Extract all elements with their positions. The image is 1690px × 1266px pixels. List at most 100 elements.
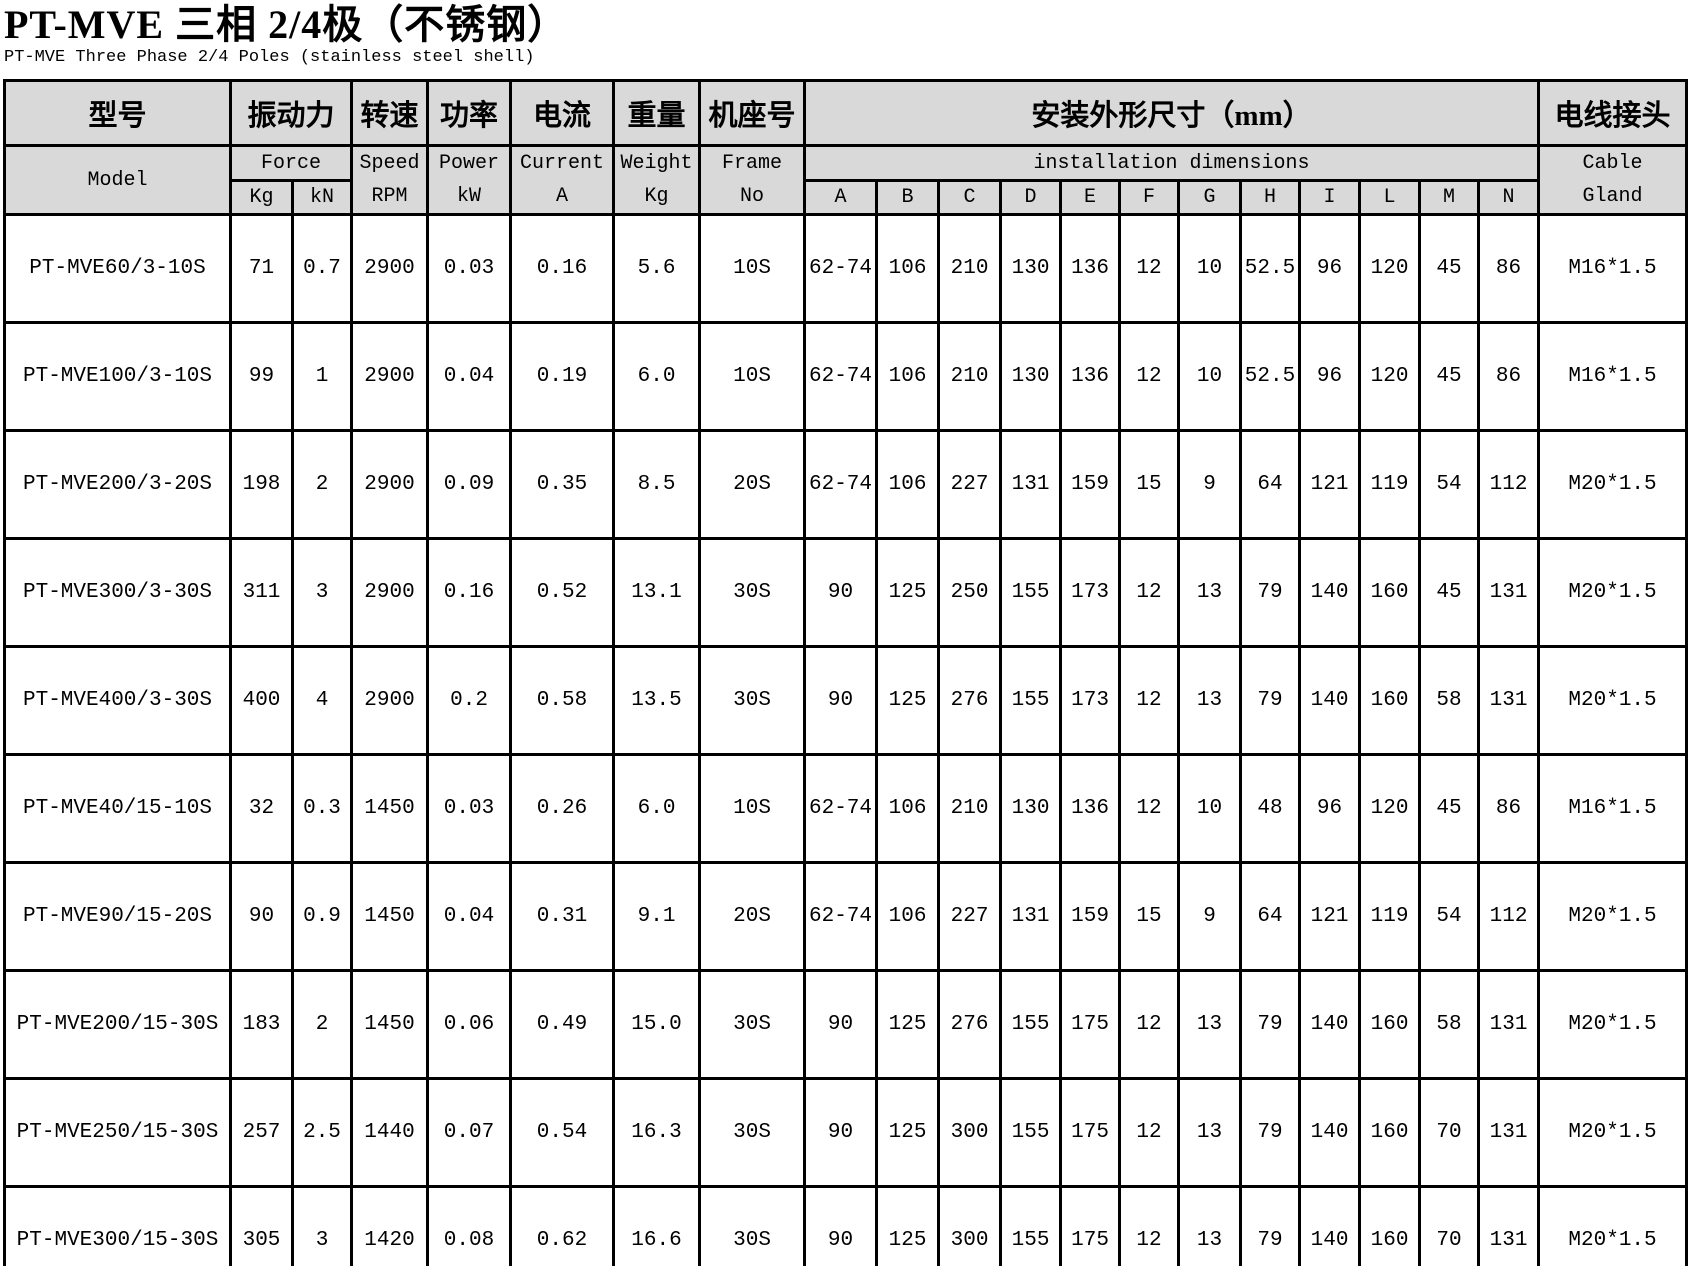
power-cell: 0.07 — [426, 1077, 513, 1188]
cable-gland-cell: M20*1.5 — [1537, 861, 1689, 972]
dim-e-cell: 175 — [1059, 1185, 1122, 1266]
dim-g-cell: 13 — [1177, 1077, 1243, 1188]
speed-cell: 2900 — [350, 213, 430, 324]
dim-a-cell: 62-74 — [803, 321, 879, 432]
header-force-kn-unit: kN — [290, 179, 354, 216]
dim-l-cell: 120 — [1358, 321, 1422, 432]
dim-b-cell: 125 — [875, 1077, 941, 1188]
dim-n-cell: 131 — [1477, 537, 1541, 648]
table-row: PT-MVE60/3-10S 71 0.7 2900 0.03 0.16 5.6 10S 62-… — [3, 213, 1689, 324]
speed-cell: 2900 — [350, 645, 430, 756]
header-force-en: Force — [228, 144, 354, 182]
table-row: PT-MVE250/15-30S 257 2.5 1440 0.07 0.54 16.3 30… — [3, 1077, 1689, 1188]
weight-cell: 15.0 — [612, 969, 702, 1080]
dim-d-cell: 155 — [999, 1185, 1063, 1266]
cable-gland-cell: M16*1.5 — [1537, 321, 1689, 432]
header-dim-e: E — [1059, 179, 1122, 216]
dim-b-cell: 125 — [875, 537, 941, 648]
header-power-label: Power — [439, 152, 500, 175]
dim-m-cell: 45 — [1418, 753, 1481, 864]
speed-cell: 1450 — [350, 753, 430, 864]
dim-c-cell: 227 — [937, 861, 1003, 972]
dim-g-cell: 13 — [1177, 537, 1243, 648]
dim-l-cell: 119 — [1358, 861, 1422, 972]
header-cable-en: Cable Gland — [1537, 144, 1689, 216]
header-dim-l: L — [1358, 179, 1422, 216]
dim-n-cell: 131 — [1477, 1185, 1541, 1266]
dim-c-cell: 276 — [937, 645, 1003, 756]
weight-cell: 6.0 — [612, 321, 702, 432]
dim-d-cell: 155 — [999, 645, 1063, 756]
header-power-cn: 功率 — [426, 79, 513, 147]
weight-cell: 16.6 — [612, 1185, 702, 1266]
current-cell: 0.35 — [509, 429, 616, 540]
force-kg-cell: 257 — [229, 1077, 294, 1188]
force-kg-cell: 32 — [229, 753, 294, 864]
header-dim-m: M — [1418, 179, 1481, 216]
force-kg-cell: 90 — [229, 861, 294, 972]
current-cell: 0.58 — [509, 645, 616, 756]
dim-d-cell: 130 — [999, 321, 1063, 432]
header-dimensions-en: installation dimensions — [803, 144, 1541, 182]
header-row-units: Kg kN A B C D E F G H I L M N — [5, 179, 1687, 216]
header-row-english: Model Force Speed RPM Power kW Current A… — [3, 144, 1689, 216]
dim-g-cell: 10 — [1177, 753, 1243, 864]
header-force-cn: 振动力 — [228, 79, 354, 147]
force-kn-cell: 4 — [290, 645, 354, 756]
dim-c-cell: 300 — [937, 1185, 1003, 1266]
dim-m-cell: 45 — [1418, 213, 1481, 324]
dim-e-cell: 136 — [1059, 753, 1122, 864]
model-cell: PT-MVE60/3-10S — [3, 213, 232, 324]
dim-i-cell: 140 — [1298, 537, 1362, 648]
dim-m-cell: 45 — [1418, 537, 1481, 648]
force-kg-cell: 183 — [229, 969, 294, 1080]
current-cell: 0.54 — [509, 1077, 616, 1188]
dim-l-cell: 120 — [1358, 753, 1422, 864]
dim-a-cell: 62-74 — [803, 861, 879, 972]
current-cell: 0.31 — [509, 861, 616, 972]
dim-b-cell: 106 — [875, 429, 941, 540]
dim-l-cell: 160 — [1358, 645, 1422, 756]
frame-cell: 30S — [698, 1185, 807, 1266]
force-kg-cell: 198 — [229, 429, 294, 540]
dim-f-cell: 12 — [1118, 213, 1181, 324]
model-cell: PT-MVE100/3-10S — [3, 321, 232, 432]
dim-a-cell: 90 — [803, 537, 879, 648]
header-dim-d: D — [999, 179, 1063, 216]
model-cell: PT-MVE300/15-30S — [3, 1185, 232, 1266]
dim-i-cell: 96 — [1298, 213, 1362, 324]
page-subtitle: PT-MVE Three Phase 2/4 Poles (stainless … — [4, 48, 535, 67]
dim-a-cell: 90 — [803, 969, 879, 1080]
table-row: PT-MVE200/15-30S 183 2 1450 0.06 0.49 15.0 30S 9… — [3, 969, 1689, 1080]
dim-e-cell: 159 — [1059, 861, 1122, 972]
dim-m-cell: 54 — [1418, 861, 1481, 972]
weight-cell: 6.0 — [612, 753, 702, 864]
dim-h-cell: 48 — [1239, 753, 1302, 864]
cable-gland-cell: M20*1.5 — [1537, 429, 1689, 540]
dim-c-cell: 210 — [937, 753, 1003, 864]
speed-cell: 1450 — [350, 861, 430, 972]
force-kn-cell: 2 — [290, 429, 354, 540]
header-dimensions-cn: 安装外形尺寸（mm） — [803, 79, 1541, 147]
speed-cell: 2900 — [350, 537, 430, 648]
dim-i-cell: 140 — [1298, 969, 1362, 1080]
force-kn-cell: 2.5 — [290, 1077, 354, 1188]
header-frame-unit: No — [740, 185, 765, 208]
force-kn-cell: 2 — [290, 969, 354, 1080]
dim-h-cell: 79 — [1239, 1185, 1302, 1266]
current-cell: 0.62 — [509, 1185, 616, 1266]
cable-gland-cell: M16*1.5 — [1537, 213, 1689, 324]
power-cell: 0.03 — [426, 753, 513, 864]
dim-f-cell: 15 — [1118, 429, 1181, 540]
dim-n-cell: 86 — [1477, 213, 1541, 324]
table-row: PT-MVE100/3-10S 99 1 2900 0.04 0.19 6.0 10S 62-7… — [3, 321, 1689, 432]
dim-e-cell: 175 — [1059, 1077, 1122, 1188]
force-kg-cell: 400 — [229, 645, 294, 756]
dim-c-cell: 250 — [937, 537, 1003, 648]
speed-cell: 1420 — [350, 1185, 430, 1266]
table-row: PT-MVE300/3-30S 311 3 2900 0.16 0.52 13.1 30S 90… — [3, 537, 1689, 648]
current-cell: 0.16 — [509, 213, 616, 324]
frame-cell: 20S — [698, 429, 807, 540]
dim-e-cell: 175 — [1059, 969, 1122, 1080]
